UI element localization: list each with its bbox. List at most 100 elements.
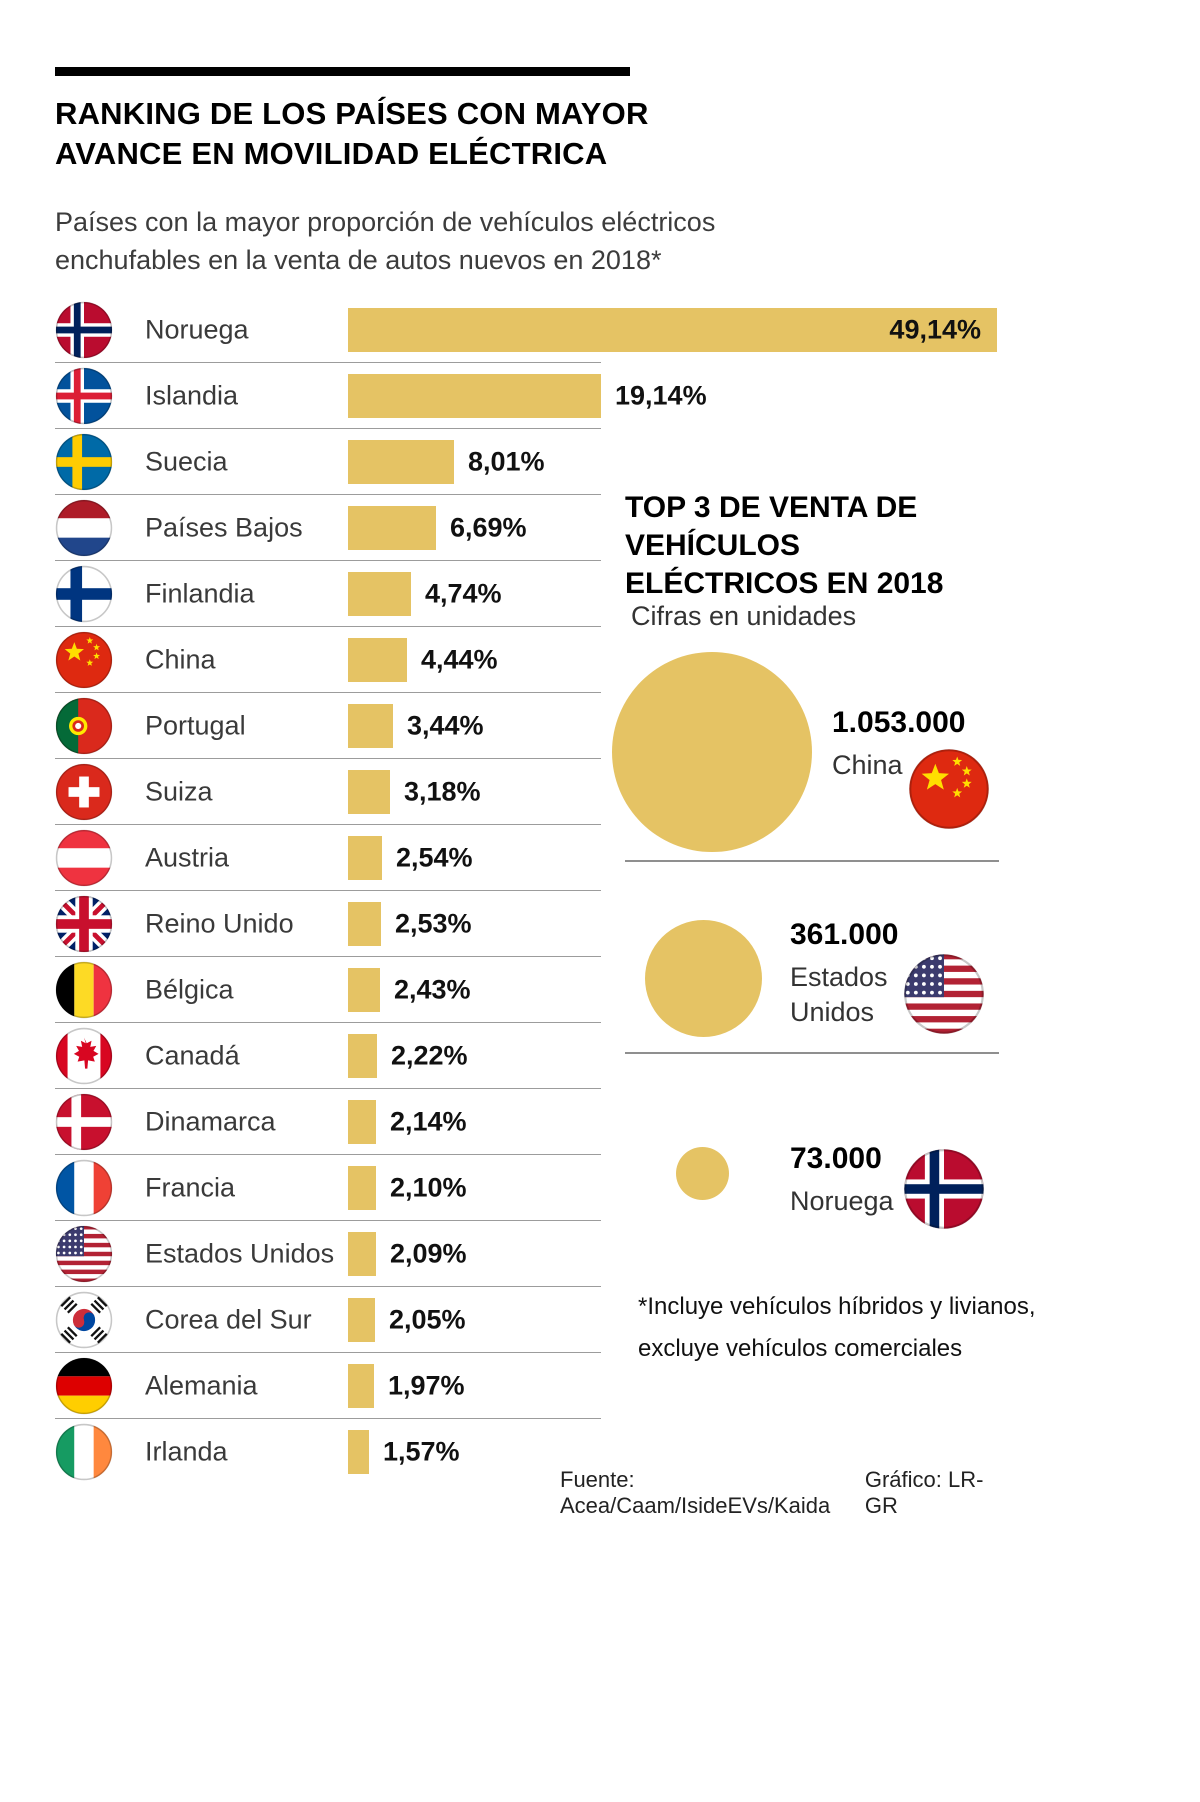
country-label: Portugal xyxy=(145,710,246,741)
page-title-line1: RANKING DE LOS PAÍSES CON MAYOR xyxy=(55,96,649,131)
source-row: Fuente: Acea/Caam/IsideEVs/Kaida Gráfico… xyxy=(560,1467,997,1519)
bubble-value-estados-unidos: 361.000 xyxy=(790,918,899,951)
row-separator xyxy=(55,757,601,759)
bubble-value-noruega: 73.000 xyxy=(790,1142,882,1175)
ranking-bar xyxy=(348,704,393,748)
ranking-row: Dinamarca 2,14% xyxy=(0,1089,1200,1155)
ranking-row: Alemania 1,97% xyxy=(0,1353,1200,1419)
ranking-row: Bélgica 2,43% xyxy=(0,957,1200,1023)
ranking-bar xyxy=(348,506,436,550)
row-separator xyxy=(55,955,601,957)
flag-france-icon xyxy=(55,1159,113,1217)
ranking-bar xyxy=(348,440,454,484)
ranking-row: Países Bajos 6,69% xyxy=(0,495,1200,561)
flag-switzerland-icon xyxy=(55,763,113,821)
bubble-country-china: China xyxy=(832,750,903,780)
ranking-bar xyxy=(348,1100,376,1144)
value-label: 2,53% xyxy=(395,908,472,939)
ranking-bar xyxy=(348,1364,374,1408)
row-separator xyxy=(55,1417,601,1419)
value-label: 3,18% xyxy=(404,776,481,807)
ranking-row: Suecia 8,01% xyxy=(0,429,1200,495)
source-label: Fuente: Acea/Caam/IsideEVs/Kaida xyxy=(560,1467,831,1518)
value-label: 3,44% xyxy=(407,710,484,741)
flag-sweden-icon xyxy=(55,433,113,491)
ranking-row: Suiza 3,18% xyxy=(0,759,1200,825)
row-separator xyxy=(55,493,601,495)
ranking-row: Reino Unido 2,53% xyxy=(0,891,1200,957)
country-label: Dinamarca xyxy=(145,1106,276,1137)
value-label: 1,57% xyxy=(383,1436,460,1467)
flag-usa-icon xyxy=(903,953,985,1035)
ranking-bar xyxy=(348,572,411,616)
ranking-bar xyxy=(348,968,380,1012)
country-label: Alemania xyxy=(145,1370,258,1401)
flag-uk-icon xyxy=(55,895,113,953)
top3-subtitle: Cifras en unidades xyxy=(631,601,857,631)
flag-ireland-icon xyxy=(55,1423,113,1481)
flag-denmark-icon xyxy=(55,1093,113,1151)
flag-norway-icon xyxy=(55,301,113,359)
top3-separator-2 xyxy=(625,1052,999,1054)
ranking-row: Corea del Sur 2,05% xyxy=(0,1287,1200,1353)
flag-belgium-icon xyxy=(55,961,113,1019)
ranking-row: Noruega 49,14% xyxy=(0,297,1200,363)
value-label: 2,05% xyxy=(389,1304,466,1335)
ranking-bar xyxy=(348,374,601,418)
bubble-noruega xyxy=(675,1146,729,1200)
ranking-bar xyxy=(348,836,382,880)
ranking-bar xyxy=(348,1232,376,1276)
ranking-row: Estados Unidos 2,09% xyxy=(0,1221,1200,1287)
ranking-row: Islandia 19,14% xyxy=(0,363,1200,429)
flag-usa-icon xyxy=(55,1225,113,1283)
country-label: Francia xyxy=(145,1172,236,1203)
ranking-row: Finlandia 4,74% xyxy=(0,561,1200,627)
value-label: 2,54% xyxy=(396,842,473,873)
row-separator xyxy=(55,1153,601,1155)
country-label: Suiza xyxy=(145,776,213,807)
footnote-line2: excluye vehículos comerciales xyxy=(638,1335,963,1362)
value-label: 1,97% xyxy=(388,1370,465,1401)
ranking-row: Francia 2,10% xyxy=(0,1155,1200,1221)
bubble-china xyxy=(612,652,812,852)
ranking-row: Irlanda 1,57% xyxy=(0,1419,1200,1485)
row-separator xyxy=(55,361,601,363)
flag-china-icon xyxy=(55,631,113,689)
bubble-estados-unidos xyxy=(644,919,762,1037)
bubble-value-china: 1.053.000 xyxy=(832,706,966,739)
country-label: Noruega xyxy=(145,314,249,345)
value-label: 2,10% xyxy=(390,1172,467,1203)
value-label: 2,43% xyxy=(394,974,471,1005)
value-label: 4,74% xyxy=(425,578,502,609)
country-label: Estados Unidos xyxy=(145,1238,335,1269)
ranking-bar xyxy=(348,1166,376,1210)
row-separator xyxy=(55,889,601,891)
row-separator xyxy=(55,1021,601,1023)
credit-label: Gráfico: LR-GR xyxy=(864,1467,984,1518)
flag-canada-icon xyxy=(55,1027,113,1085)
country-label: Reino Unido xyxy=(145,908,294,939)
ranking-row: Austria 2,54% xyxy=(0,825,1200,891)
country-label: Canadá xyxy=(145,1040,240,1071)
ranking-bar xyxy=(348,308,997,352)
ranking-rows: Noruega 49,14% Islandia 19,14% Suecia 8,01% Pa… xyxy=(0,297,1200,1485)
row-separator xyxy=(55,427,601,429)
bubble-country-noruega: Noruega xyxy=(790,1186,894,1216)
flag-germany-icon xyxy=(55,1357,113,1415)
value-label: 49,14% xyxy=(889,314,981,345)
footnote-line1: *Incluye vehículos híbridos y livianos, xyxy=(638,1293,1036,1320)
flag-netherlands-icon xyxy=(55,499,113,557)
flag-iceland-icon xyxy=(55,367,113,425)
flag-austria-icon xyxy=(55,829,113,887)
ranking-row: Portugal 3,44% xyxy=(0,693,1200,759)
row-separator xyxy=(55,559,601,561)
ranking-bar xyxy=(348,1298,375,1342)
country-label: Finlandia xyxy=(145,578,255,609)
ranking-bar xyxy=(348,770,390,814)
row-separator xyxy=(55,691,601,693)
row-separator xyxy=(55,823,601,825)
ranking-bar xyxy=(348,638,407,682)
flag-china-icon xyxy=(908,748,990,830)
flag-south-korea-icon xyxy=(55,1291,113,1349)
country-label: Bélgica xyxy=(145,974,234,1005)
